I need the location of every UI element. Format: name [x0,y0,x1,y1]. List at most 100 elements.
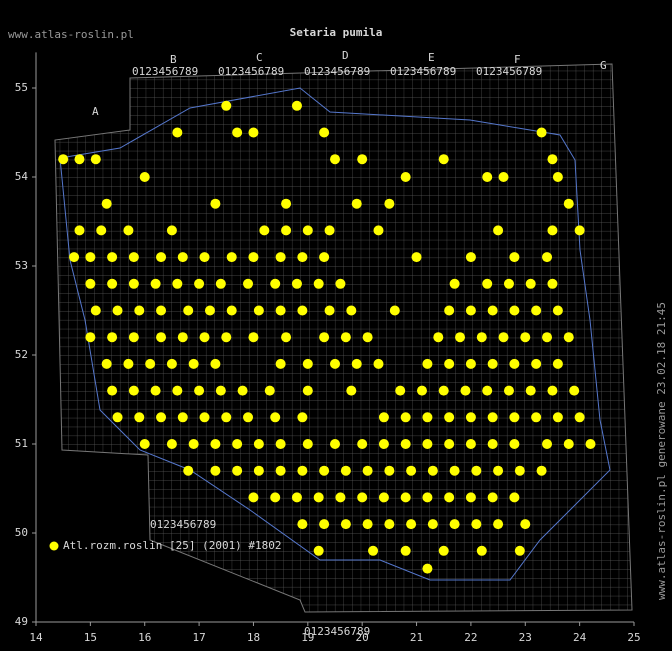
occurrence-dot [156,305,167,316]
occurrence-dot [204,305,215,316]
occurrence-dot [487,492,498,503]
x-tick-label: 18 [247,631,260,644]
occurrence-dot [487,439,498,449]
occurrence-dot [335,492,346,503]
occurrence-dot [384,465,395,476]
occurrence-dot [465,439,476,449]
occurrence-dot [297,252,308,263]
occurrence-dot [139,439,150,449]
occurrence-dot [542,252,553,263]
occurrence-dot [465,412,476,423]
occurrence-dot [156,252,167,263]
occurrence-dot [340,332,351,343]
occurrence-dot [400,172,411,182]
occurrence-dot [384,519,395,530]
occurrence-dot [362,519,373,530]
occurrence-dot [210,358,221,369]
y-tick-label: 51 [15,437,28,450]
occurrence-dot [275,358,286,369]
grid-digits: 0123456789 [304,65,370,78]
occurrence-dot [400,545,411,556]
occurrence-dot [248,332,259,343]
occurrence-dot [297,519,308,530]
occurrence-dot [552,358,563,369]
country-outline [59,87,611,581]
occurrence-dot [563,439,574,449]
grid-digits: 0123456789 [132,65,198,78]
occurrence-dot [291,492,302,503]
occurrence-dot [498,172,509,182]
occurrence-dot [444,358,455,369]
occurrence-dot [232,439,243,449]
occurrence-dot [270,412,281,423]
occurrence-dot [324,305,335,316]
side-note: www.atlas-roslin.pl generowane 23.02.18 … [655,302,668,600]
occurrence-dot [215,278,226,289]
y-tick-label: 50 [15,526,28,539]
occurrence-dot [406,465,417,476]
occurrence-dot [406,519,417,530]
grid-letter: D [342,49,349,62]
occurrence-dot [259,225,270,236]
occurrence-dot [85,332,96,343]
grid-letter: C [256,51,263,64]
y-tick-label: 49 [15,615,28,628]
occurrence-dot [172,278,183,289]
occurrence-dot [134,412,145,423]
occurrence-dot [373,358,384,369]
occurrence-dot [177,412,188,423]
y-tick-label: 54 [15,170,29,183]
occurrence-dot [199,412,210,423]
occurrence-dot [542,439,553,449]
occurrence-dot [476,545,487,556]
occurrence-dot [85,252,96,263]
occurrence-dot [210,439,221,449]
occurrence-dot [357,154,368,165]
occurrence-dot [509,252,520,263]
occurrence-dot [90,305,101,316]
occurrence-dot [509,358,520,369]
occurrence-dot [139,172,150,182]
occurrence-dot [253,465,264,476]
occurrence-dot [199,252,210,263]
occurrence-dot [503,278,514,289]
grid-letter: B [170,53,177,66]
occurrence-dot [101,198,112,209]
occurrence-dot [319,127,330,138]
occurrence-dot [248,492,259,503]
occurrence-dot [357,492,368,503]
occurrence-dot [330,439,340,449]
occurrence-dot [221,412,232,423]
occurrence-dot [302,439,313,449]
legend-marker [49,541,59,551]
occurrence-dot [150,385,161,396]
occurrence-dot [90,154,101,165]
occurrence-dot [482,172,493,182]
occurrence-dot [509,439,520,449]
occurrence-dot [291,100,302,111]
occurrence-dot [297,305,308,316]
occurrence-dot [281,332,292,343]
occurrence-dot [552,412,563,423]
occurrence-dot [438,385,449,396]
occurrence-dot [324,225,335,236]
occurrence-dot [226,305,237,316]
grid-digits: 0123456789 [304,625,370,638]
occurrence-dot [232,127,243,138]
occurrence-dot [313,545,324,556]
occurrence-dot [569,385,580,396]
occurrence-dot [270,492,281,503]
occurrence-dot [319,332,330,343]
occurrence-dot [547,278,558,289]
occurrence-dot [313,278,324,289]
x-tick-label: 25 [627,631,640,644]
occurrence-dot [281,198,292,209]
occurrence-dot [368,545,379,556]
occurrence-dot [275,252,286,263]
occurrence-dot [335,278,346,289]
occurrence-dot [493,519,504,530]
occurrence-dot [509,492,520,503]
grid-letter: F [514,53,521,66]
occurrence-dot [552,172,563,182]
occurrence-dot [128,252,139,263]
